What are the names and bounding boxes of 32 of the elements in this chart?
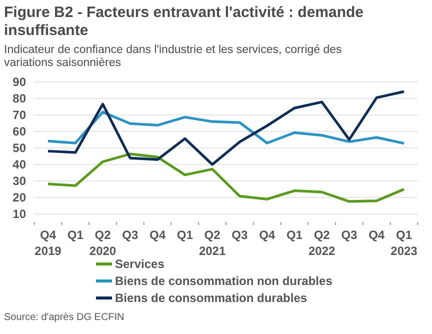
x-tick-label: Q1 (176, 228, 194, 242)
x-tick-label: Q4 (150, 228, 166, 242)
y-tick-label: 40 (12, 158, 26, 172)
x-tick-label: Q3 (232, 228, 248, 242)
x-tick-label: Q2 2022 (308, 228, 336, 258)
y-tick-label: 60 (12, 124, 26, 139)
y-tick-label: 30 (12, 174, 26, 188)
x-tick-label: Q2 2020 (89, 228, 116, 258)
legend-label: Services (115, 257, 165, 272)
y-tick-label: 50 (12, 141, 26, 156)
x-tick-label: Q4 2019 (34, 228, 62, 258)
x-tick-label: Q4 (368, 228, 385, 242)
x-tick-label: Q4 (259, 228, 276, 242)
line-series (46, 90, 406, 166)
chart-subtitle: Indicateur de confiance dans l'industrie et les services, corrigé des variations saisonnières (4, 44, 342, 69)
line-series (46, 110, 406, 145)
y-tick-label: 90 (12, 75, 26, 90)
line-series (46, 152, 406, 203)
legend-label: Biens de consommation non durables (115, 274, 333, 288)
legend-label: Biens de consommation durables (115, 291, 308, 306)
source-note: Source: d'après DG ECFIN (4, 312, 124, 323)
x-tick-label: Q3 (341, 228, 358, 242)
x-tick-label: Q1 (67, 228, 84, 242)
x-tick-label: Q1 2023 (390, 228, 418, 258)
chart-title: Figure B2 - Facteurs entravant l'activité : demande insuffisante (4, 4, 364, 39)
x-tick-label: Q2 2021 (198, 228, 226, 258)
y-tick-label: 80 (12, 92, 26, 106)
y-tick-label: 10 (12, 207, 26, 222)
y-tick-label: 70 (12, 108, 26, 122)
x-tick-label: Q3 (122, 228, 138, 242)
x-tick-label: Q1 (286, 228, 303, 242)
y-tick-label: 20 (12, 190, 26, 205)
